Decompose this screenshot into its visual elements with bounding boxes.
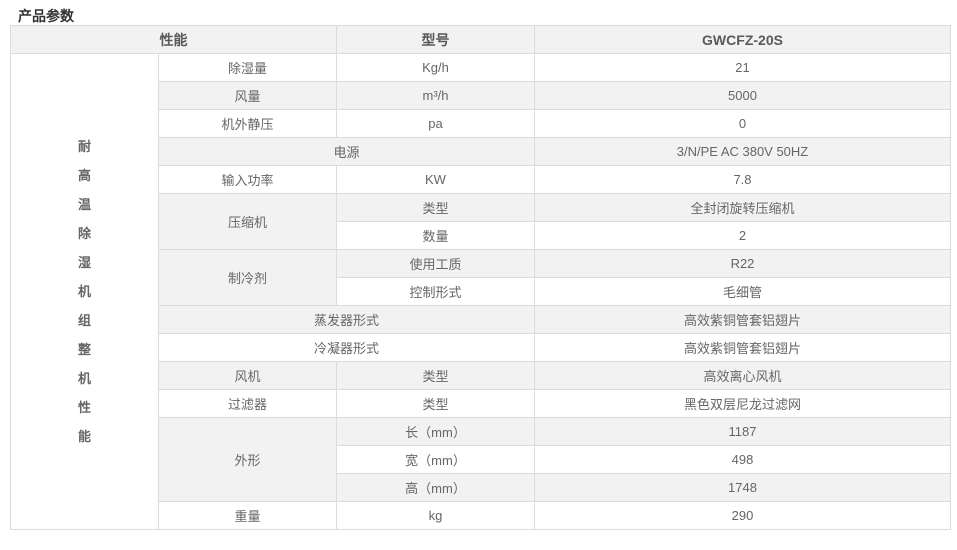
spec-label-cell: 蒸发器形式	[158, 305, 535, 334]
spec-row-evaporator: 蒸发器形式 高效紫铜管套铝翅片	[11, 305, 951, 334]
spec-row-refrigerant-medium: 制冷剂 使用工质 R22	[11, 249, 951, 306]
spec-value-cell: 全封闭旋转压缩机	[534, 193, 951, 222]
spec-label-cell: 风机	[158, 361, 337, 390]
spec-label-cell: 除湿量	[158, 53, 337, 82]
spec-unit-cell: 长（mm）	[336, 417, 535, 446]
spec-row-static-pressure: 机外静压 pa 0	[11, 109, 951, 138]
spec-value-cell: 1187	[534, 417, 951, 446]
spec-label-cell: 输入功率	[158, 165, 337, 194]
spec-label-cell: 机外静压	[158, 109, 337, 138]
spec-label-cell: 风量	[158, 81, 337, 110]
spec-value-cell: 毛细管	[534, 277, 951, 306]
spec-label-cell: 冷凝器形式	[158, 333, 535, 362]
spec-row-refrigerant-control: 控制形式 毛细管	[11, 277, 951, 306]
spec-unit-cell: 类型	[336, 193, 535, 222]
spec-row-power-supply: 电源 3/N/PE AC 380V 50HZ	[11, 137, 951, 166]
spec-value-cell: 黑色双层尼龙过滤网	[534, 389, 951, 418]
spec-table: 性能 型号 GWCFZ-20S 耐 高 温 除 湿 机 组 整 机 性 能 除湿…	[10, 25, 951, 530]
spec-row-fan: 风机 类型 高效离心风机	[11, 361, 951, 390]
spec-label-cell: 电源	[158, 137, 535, 166]
spec-unit-cell: 控制形式	[336, 277, 535, 306]
spec-value-cell: 5000	[534, 81, 951, 110]
spec-unit-cell: 宽（mm）	[336, 445, 535, 474]
spec-label-cell: 过滤器	[158, 389, 337, 418]
spec-group-cell: 压缩机	[158, 193, 337, 250]
spec-value-cell: 高效紫铜管套铝翅片	[534, 305, 951, 334]
spec-value-cell: 1748	[534, 473, 951, 502]
spec-row-dehumidify: 耐 高 温 除 湿 机 组 整 机 性 能 除湿量 Kg/h 21	[10, 53, 951, 530]
spec-label-cell: 重量	[158, 501, 337, 530]
header-performance: 性能	[10, 25, 337, 54]
section-title: 产品参数	[18, 8, 74, 24]
spec-row-compressor-qty: 数量 2	[11, 221, 951, 250]
spec-value-cell: 498	[534, 445, 951, 474]
spec-unit-cell: Kg/h	[336, 53, 535, 82]
category-vertical-label: 耐 高 温 除 湿 机 组 整 机 性 能	[10, 53, 159, 530]
spec-row-condenser: 冷凝器形式 高效紫铜管套铝翅片	[11, 333, 951, 362]
spec-unit-cell: 使用工质	[336, 249, 535, 278]
spec-unit-cell: m³/h	[336, 81, 535, 110]
spec-value-cell: 3/N/PE AC 380V 50HZ	[534, 137, 951, 166]
spec-value-cell: 高效离心风机	[534, 361, 951, 390]
spec-group-cell: 外形	[158, 417, 337, 502]
spec-row-dim-height: 高（mm） 1748	[11, 473, 951, 502]
header-row: 性能 型号 GWCFZ-20S	[10, 25, 951, 54]
spec-unit-cell: 类型	[336, 361, 535, 390]
spec-unit-cell: 数量	[336, 221, 535, 250]
header-model-value: GWCFZ-20S	[534, 25, 951, 54]
spec-unit-cell: pa	[336, 109, 535, 138]
spec-unit-cell: 类型	[336, 389, 535, 418]
spec-value-cell: 290	[534, 501, 951, 530]
spec-row-weight: 重量 kg 290	[11, 501, 951, 530]
header-model: 型号	[336, 25, 535, 54]
spec-value-cell: R22	[534, 249, 951, 278]
spec-row-airflow: 风量 m³/h 5000	[11, 81, 951, 110]
spec-row-dim-width: 宽（mm） 498	[11, 445, 951, 474]
spec-value-cell: 2	[534, 221, 951, 250]
spec-value-cell: 7.8	[534, 165, 951, 194]
spec-unit-cell: KW	[336, 165, 535, 194]
spec-value-cell: 高效紫铜管套铝翅片	[534, 333, 951, 362]
spec-value-cell: 21	[534, 53, 951, 82]
spec-group-cell: 制冷剂	[158, 249, 337, 306]
spec-value-cell: 0	[534, 109, 951, 138]
spec-unit-cell: kg	[336, 501, 535, 530]
spec-unit-cell: 高（mm）	[336, 473, 535, 502]
